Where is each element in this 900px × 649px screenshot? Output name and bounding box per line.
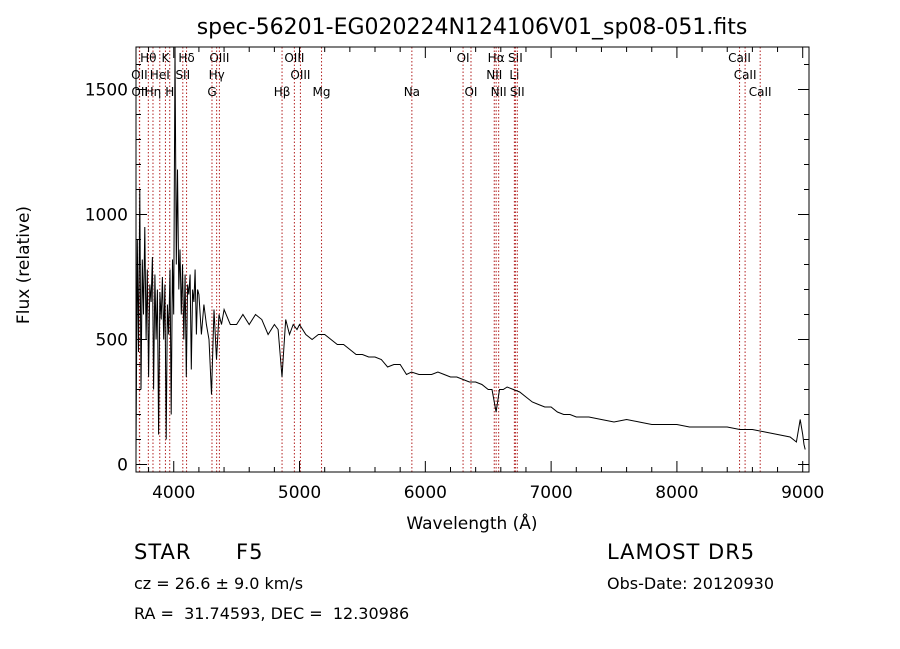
- spectrum-series-line: [135, 46, 806, 455]
- x-tick-label: 4000: [152, 483, 195, 503]
- redshift-velocity: cz = 26.6 ± 9.0 km/s: [134, 574, 304, 593]
- line-marker-label: H: [165, 85, 174, 99]
- y-tick-label: 500: [96, 331, 128, 351]
- y-axis: 0 500 1000 1500: [85, 64, 809, 476]
- line-marker-label: Mg: [313, 85, 331, 99]
- line-marker-label: Hη: [145, 85, 162, 99]
- x-tick-label: 7000: [529, 483, 572, 503]
- coordinates: RA = 31.74593, DEC = 12.30986: [134, 604, 410, 623]
- line-marker-label: CaII: [728, 51, 751, 65]
- object-class: STAR: [134, 540, 192, 564]
- x-axis: 4000 5000 6000 7000 8000 9000: [148, 47, 824, 503]
- line-marker-label: SII: [175, 68, 190, 82]
- y-axis-label: Flux (relative): [14, 206, 34, 324]
- line-marker-label: SII: [510, 85, 525, 99]
- line-marker-label: SII: [508, 51, 523, 65]
- line-marker-label: G: [207, 85, 216, 99]
- x-tick-label: 5000: [278, 483, 321, 503]
- line-marker-label: K: [161, 51, 170, 65]
- line-marker-label: Na: [404, 85, 420, 99]
- x-tick-label: 6000: [404, 483, 447, 503]
- x-axis-label: Wavelength (Å): [406, 512, 537, 534]
- object-subclass: F5: [236, 540, 264, 564]
- line-marker-label: CaII: [734, 68, 757, 82]
- line-marker-label: Hδ: [178, 51, 194, 65]
- line-marker-label: Hγ: [209, 68, 225, 82]
- line-marker-label: OI: [464, 85, 477, 99]
- line-marker-label: CaII: [749, 85, 772, 99]
- x-tick-label: 9000: [781, 483, 824, 503]
- x-tick-label: 8000: [655, 483, 698, 503]
- line-marker-label: Li: [509, 68, 519, 82]
- y-tick-label: 0: [117, 456, 128, 476]
- survey-name: LAMOST DR5: [607, 540, 756, 564]
- line-marker-label: OI: [457, 51, 470, 65]
- line-marker-label: Hβ: [274, 85, 291, 99]
- line-marker-label: Hα: [488, 51, 505, 65]
- line-marker-label: OIII: [284, 51, 304, 65]
- plot-frame: [135, 46, 810, 473]
- line-marker-label: OIII: [290, 68, 310, 82]
- line-marker-label: NII: [486, 68, 502, 82]
- line-marker-label: OIII: [209, 51, 229, 65]
- line-marker-label: HeI: [150, 68, 170, 82]
- observation-date: Obs-Date: 20120930: [607, 574, 775, 593]
- y-tick-label: 1000: [85, 206, 128, 226]
- chart-title: spec-56201-EG020224N124106V01_sp08-051.f…: [197, 15, 748, 40]
- y-tick-label: 1500: [85, 81, 128, 101]
- line-marker-label: Hθ: [140, 51, 156, 65]
- line-marker-label: NII: [491, 85, 507, 99]
